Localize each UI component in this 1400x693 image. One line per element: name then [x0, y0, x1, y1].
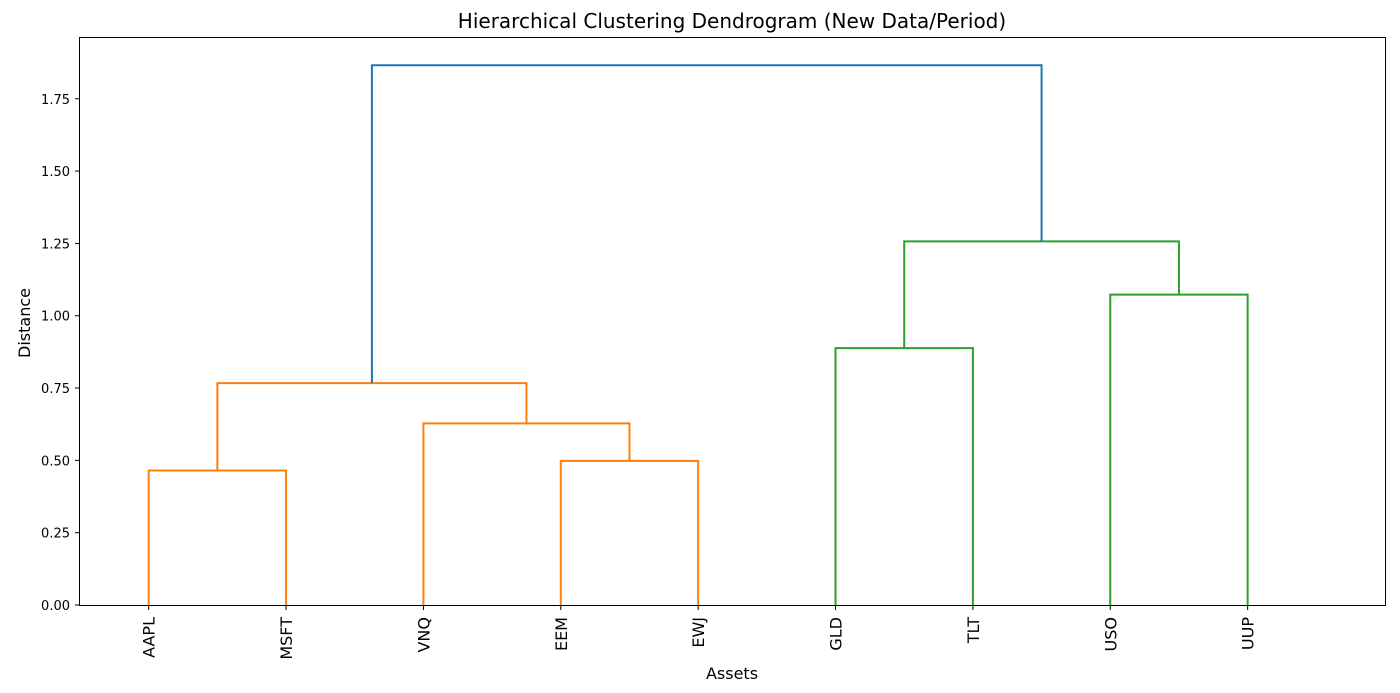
y-tick-label: 0.00 [41, 599, 70, 614]
x-axis-label: Assets [706, 664, 758, 683]
plot-frame [79, 37, 1386, 606]
leaf-label: MSFT [277, 617, 296, 660]
dendrogram-link-aapl--msft [147, 469, 288, 605]
leaf-label: EWJ [689, 617, 708, 648]
leaf-label: UUP [1239, 617, 1258, 650]
y-tick-label: 1.00 [41, 310, 70, 325]
dendrogram-link-gld--tlt [834, 347, 974, 605]
leaf-label: AAPL [140, 617, 159, 658]
y-tick-label: 1.25 [41, 237, 70, 252]
dendrogram-link-aapl-msft--vnq-eem-ewj [216, 382, 528, 471]
dendrogram-link-aapl-msft-vnq-eem-ewj--gld-tlt-uso-uup [370, 64, 1043, 384]
leaf-label: GLD [827, 617, 846, 651]
leaf-label: VNQ [414, 617, 433, 653]
y-tick-label: 1.50 [41, 165, 70, 180]
y-tick-label: 0.25 [41, 527, 70, 542]
dendrogram-link-uso--uup [1109, 293, 1249, 605]
y-tick-label: 1.75 [41, 93, 70, 108]
y-axis-ticks: 0.00 0.25 0.50 0.75 1.00 1.25 1.50 1.75 [41, 93, 80, 614]
x-axis-ticks: AAPL MSFT VNQ EEM EWJ GLD TLT USO UUP [140, 605, 1258, 660]
y-axis-label: Distance [15, 288, 34, 358]
y-tick-label: 0.75 [41, 382, 70, 397]
chart-title: Hierarchical Clustering Dendrogram (New … [458, 9, 1006, 33]
leaf-label: USO [1101, 617, 1120, 651]
dendrogram-link-eem--ewj [559, 459, 700, 605]
y-tick-label: 0.50 [41, 454, 70, 469]
dendrogram-links [147, 64, 1249, 605]
dendrogram-link-gld-tlt--uso-uup [903, 240, 1180, 349]
dendrogram-link-vnq--eem-ewj [422, 422, 631, 605]
leaf-label: EEM [552, 617, 571, 651]
leaf-label: TLT [964, 617, 983, 644]
